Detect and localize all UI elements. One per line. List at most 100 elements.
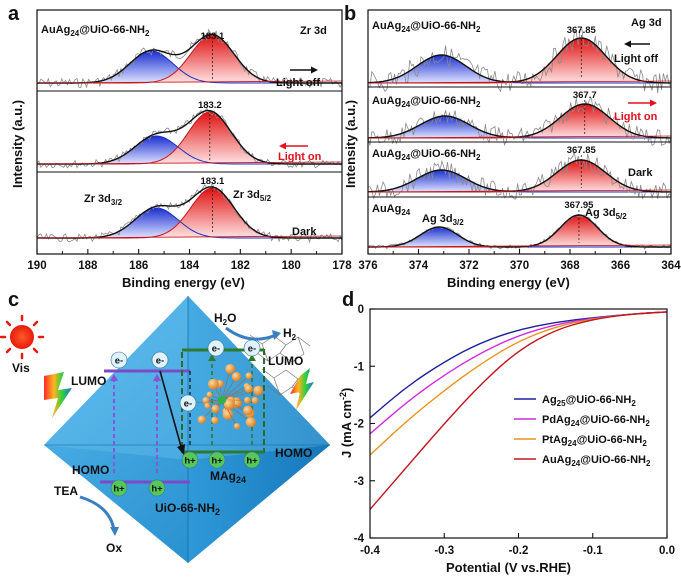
axisA-tick-0: 190 — [27, 260, 46, 272]
tea-label: TEA — [54, 484, 78, 498]
ag-3d32-label: Ag 3d3/2 — [422, 213, 464, 227]
axisA-tick-6: 178 — [332, 260, 352, 272]
electron-label-1: e- — [156, 356, 164, 367]
hole-7 — [181, 451, 199, 469]
panel-label-d: d — [342, 289, 354, 311]
axisA-tick-4: 182 — [231, 260, 250, 272]
panelA-red-peak-1 — [37, 112, 342, 164]
cluster-atom — [204, 402, 211, 409]
legend-label-3: AuAg24@UiO-66-NH2 — [542, 454, 651, 468]
panelA-peak-label-1: 183.2 — [198, 100, 222, 111]
panel-a-sample-label: AuAg24@UiO-66-NH2 — [41, 24, 150, 38]
axisB-tick-3: 370 — [510, 260, 529, 272]
d-xtick-4: 0.0 — [659, 545, 675, 557]
axisB-tick-2: 372 — [459, 260, 478, 272]
lumo-right-label: LUMO — [268, 354, 303, 368]
panelB-blue-peak-1 — [368, 116, 671, 138]
legend-label-2: PtAg24@UiO-66-NH2 — [542, 434, 647, 448]
electron-label-2: e- — [212, 344, 220, 355]
d-xtick-1: -0.3 — [434, 545, 454, 557]
cluster-atom — [251, 396, 259, 404]
cluster-atom — [243, 405, 253, 416]
panelB-envelope-3 — [368, 214, 671, 248]
electron-2 — [207, 339, 225, 357]
panel-label-c: c — [8, 289, 19, 311]
zr-3d32-label: Zr 3d3/2 — [84, 193, 123, 207]
axisB-tick-5: 366 — [611, 260, 630, 272]
cluster-atom — [222, 409, 234, 420]
axisA-tick-2: 186 — [129, 260, 148, 272]
electron-3 — [243, 339, 261, 357]
electron-1 — [151, 351, 169, 369]
electron-label-0: e- — [115, 356, 123, 367]
panelA-red-peak-0 — [37, 35, 342, 83]
panelB-raw-1 — [367, 97, 672, 147]
b-xlabel: Binding energy (eV) — [447, 275, 570, 290]
axisB-tick-6: 364 — [661, 260, 681, 272]
panelB-envelope-0 — [367, 37, 671, 84]
panel-label-a: a — [8, 3, 20, 25]
b-sample-1: AuAg24@UiO-66-NH2 — [372, 95, 481, 109]
panelB-blue-peak-0 — [368, 55, 671, 83]
hole-9 — [243, 451, 261, 469]
b-sample-0: AuAg24@UiO-66-NH2 — [372, 20, 481, 34]
b-ylabel: Intensity (a.u.) — [343, 100, 358, 188]
d-ytick-4: -4 — [354, 533, 365, 545]
b-cond-0: Light off — [614, 53, 658, 65]
vis-label: Vis — [12, 361, 30, 375]
cluster-atom — [197, 415, 206, 424]
electron-label-3: e- — [248, 344, 256, 355]
d-xtick-0: -0.4 — [360, 545, 380, 557]
cluster-core-atom — [218, 396, 226, 404]
mag24-cluster — [186, 363, 264, 430]
a-xlabel: Binding energy (eV) — [122, 275, 245, 290]
panelB-blue-peak-3 — [368, 227, 671, 247]
panel-d: d -0.4 -0.3 -0.2 -0.1 0.0 0 -1 -2 -3 -4 J (mA cm-… — [338, 289, 675, 575]
cluster-atom — [223, 398, 235, 410]
a-cond-2: Dark — [292, 226, 317, 238]
light-bolt-left — [44, 372, 72, 418]
lumo-left-label: LUMO — [71, 374, 106, 388]
cluster-atom — [211, 416, 219, 425]
legend-label-1: PdAg24@UiO-66-NH2 — [542, 414, 650, 428]
h2-label: H2 — [283, 326, 297, 342]
mof-label: UiO-66-NH2 — [155, 501, 220, 517]
hole-label-7: h+ — [184, 456, 196, 467]
cluster-atom — [244, 384, 253, 393]
panelB-blue-peak-2 — [368, 170, 671, 192]
d-xtick-3: -0.1 — [583, 545, 603, 557]
sun-icon — [0, 314, 45, 360]
b-sample-3: AuAg24 — [372, 203, 411, 217]
panelB-peak-label-1: 367.7 — [573, 90, 597, 101]
panelB-envelope-2 — [367, 159, 672, 193]
legend: Ag25@UiO-66-NH2 PdAg24@UiO-66-NH2 PtAg24@U… — [514, 394, 651, 468]
d-ytick-0: 0 — [358, 304, 364, 316]
panelB-peak-label-0: 367.85 — [567, 25, 597, 36]
legend-label-0: Ag25@UiO-66-NH2 — [542, 394, 636, 408]
b-cond-1: Light on — [614, 111, 658, 123]
a-ylabel: Intensity (a.u.) — [10, 100, 25, 188]
electron-4 — [179, 394, 197, 412]
d-ytick-2: -2 — [354, 419, 364, 431]
a-cond-1: Light on — [278, 151, 322, 163]
panelB-raw-2 — [367, 151, 672, 200]
panel-c: c Vis — [0, 289, 330, 563]
cluster-atom — [211, 404, 220, 413]
d-ytick-3: -3 — [354, 476, 364, 488]
panelB-red-peak-1 — [368, 104, 671, 138]
panel-d-frame — [369, 308, 668, 539]
d-ytick-1: -1 — [354, 361, 365, 373]
panelB-peak-label-3: 367.95 — [564, 200, 594, 211]
d-xtick-2: -0.2 — [509, 545, 529, 557]
axisA-tick-1: 188 — [78, 260, 98, 272]
hole-8 — [208, 451, 226, 469]
hole-label-9: h+ — [246, 456, 258, 467]
homo-left-label: HOMO — [72, 463, 109, 477]
d-series-3 — [369, 311, 668, 510]
cluster-atom — [206, 391, 213, 398]
hole-5 — [110, 479, 128, 497]
axisB-tick-1: 374 — [409, 260, 429, 272]
axisB-tick-0: 376 — [358, 260, 377, 272]
zr-3d52-label: Zr 3d5/2 — [233, 189, 272, 203]
